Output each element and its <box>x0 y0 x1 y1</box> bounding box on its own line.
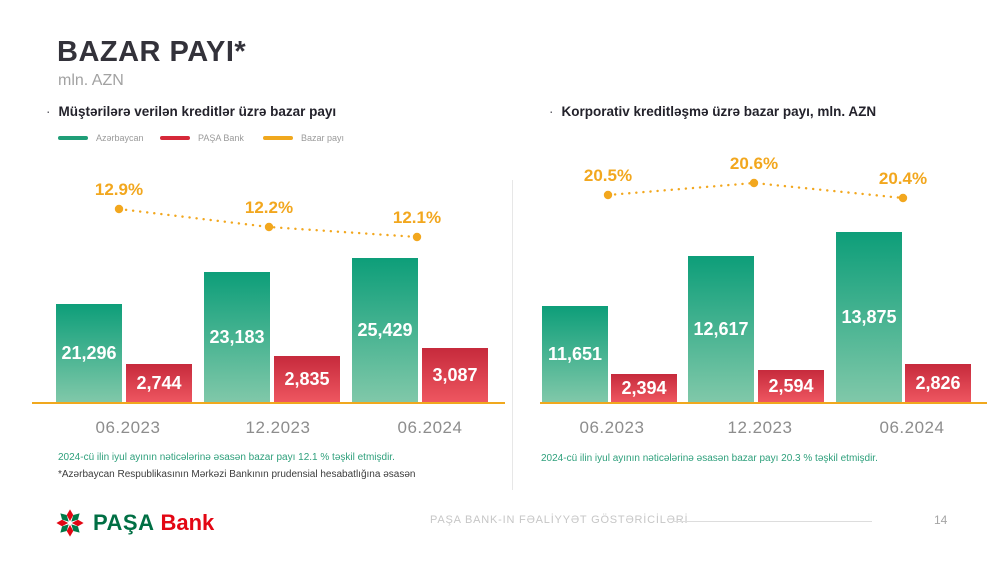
bar-value-label: 2,744 <box>136 372 182 393</box>
bar-value-label: 21,296 <box>61 342 117 363</box>
pasha-bank-bar: 2,594 <box>758 370 824 402</box>
legend-item-pasha-bank: PAŞA Bank <box>160 133 244 143</box>
panel-divider <box>512 180 513 490</box>
legend-item-azerbaycan: Azərbaycan <box>58 133 144 143</box>
footer-caption: PAŞA BANK-IN FƏALİYYƏT GÖSTƏRİCİLƏRİ <box>430 514 689 526</box>
legend-swatch-green <box>58 136 88 140</box>
market-share-point <box>114 204 124 214</box>
legend-item-bazar-payi: Bazar payı <box>263 133 344 143</box>
pasha-bank-bar: 2,826 <box>905 364 971 402</box>
bar-value-label: 12,617 <box>693 318 749 339</box>
x-axis-baseline <box>32 402 505 404</box>
bar-value-label: 2,594 <box>768 375 814 396</box>
right-chart-title: Korporativ kreditləşmə üzrə bazar payı, … <box>561 104 877 119</box>
legend-label: Azərbaycan <box>96 133 144 143</box>
left-chart-header: · Müştərilərə verilən kreditlər üzrə baza… <box>46 104 336 119</box>
right-chart-footnote: 2024-cü ilin iyul ayının nəticələrinə əs… <box>541 453 878 464</box>
x-axis-label: 12.2023 <box>245 418 311 437</box>
left-chart-title: Müştərilərə verilən kreditlər üzrə bazar… <box>58 104 337 119</box>
pasha-bank-bar: 2,394 <box>611 374 677 402</box>
left-chart-footnote: 2024-cü ilin iyul ayının nəticələrinə əs… <box>58 452 395 463</box>
right-chart-plot: 11,651 2,394 20.5% 06.2023 12,617 2,594 20.6% 1… <box>540 150 987 437</box>
x-axis-label: 06.2024 <box>397 418 463 437</box>
market-share-label: 12.1% <box>392 208 442 227</box>
x-axis-label: 06.2023 <box>579 418 645 437</box>
legend: Azərbaycan PAŞA Bank Bazar payı <box>0 133 500 147</box>
bar-value-label: 13,875 <box>841 306 897 327</box>
market-share-label: 20.4% <box>878 169 928 188</box>
pasha-bank-logo-icon <box>56 509 84 537</box>
page-number: 14 <box>934 513 948 527</box>
pasha-bank-bar: 3,087 <box>422 348 488 402</box>
market-share-point <box>898 193 908 203</box>
legend-label: Bazar payı <box>301 133 345 143</box>
legend-swatch-yellow <box>263 136 293 140</box>
legend-label: PAŞA Bank <box>198 133 244 143</box>
left-chart-plot: 21,296 2,744 12.9% 06.2023 23,183 2,835 12.2% 1… <box>32 150 505 437</box>
market-share-label: 20.5% <box>583 166 633 185</box>
market-share-label: 20.6% <box>729 154 779 173</box>
bar-value-label: 2,835 <box>284 368 330 389</box>
page-subtitle: mln. AZN <box>58 72 124 89</box>
x-axis-label: 06.2023 <box>95 418 161 437</box>
x-axis-label: 12.2023 <box>727 418 793 437</box>
market-share-point <box>749 178 759 188</box>
market-share-trend-line <box>603 178 908 203</box>
logo-text-pasha: PAŞA <box>93 510 155 535</box>
azerbaycan-bar: 13,875 <box>836 232 902 402</box>
azerbaycan-bar: 23,183 <box>204 272 270 402</box>
bar-value-label: 23,183 <box>209 326 265 347</box>
azerbaycan-bar: 11,651 <box>542 306 608 402</box>
azerbaycan-bar: 21,296 <box>56 304 122 402</box>
market-share-point <box>264 222 274 232</box>
pasha-bank-logo: PAŞA Bank <box>55 508 214 538</box>
legend-swatch-red <box>160 136 190 140</box>
bullet-icon: · <box>46 104 51 119</box>
page-title: BAZAR PAYI* <box>57 36 247 68</box>
bar-value-label: 25,429 <box>357 319 413 340</box>
left-chart-source-note: *Azərbaycan Respublikasının Mərkəzi Bank… <box>58 469 416 480</box>
market-share-trend-line <box>114 204 422 242</box>
logo-text-bank: Bank <box>160 510 215 535</box>
right-chart-header: · Korporativ kreditləşmə üzrə bazar payı,… <box>549 104 876 119</box>
market-share-point <box>603 190 613 200</box>
bullet-icon: · <box>549 104 554 119</box>
azerbaycan-bar: 12,617 <box>688 256 754 402</box>
bar-value-label: 2,394 <box>621 377 667 398</box>
market-share-point <box>412 232 422 242</box>
footer-divider-line <box>672 521 872 522</box>
x-axis-label: 06.2024 <box>879 418 945 437</box>
bar-value-label: 3,087 <box>432 364 478 385</box>
pasha-bank-bar: 2,744 <box>126 364 192 402</box>
pasha-bank-bar: 2,835 <box>274 356 340 402</box>
market-share-label: 12.9% <box>94 180 144 199</box>
x-axis-baseline <box>540 402 987 404</box>
market-share-label: 12.2% <box>244 198 294 217</box>
azerbaycan-bar: 25,429 <box>352 258 418 402</box>
bar-value-label: 2,826 <box>915 372 961 393</box>
bar-value-label: 11,651 <box>547 343 603 364</box>
